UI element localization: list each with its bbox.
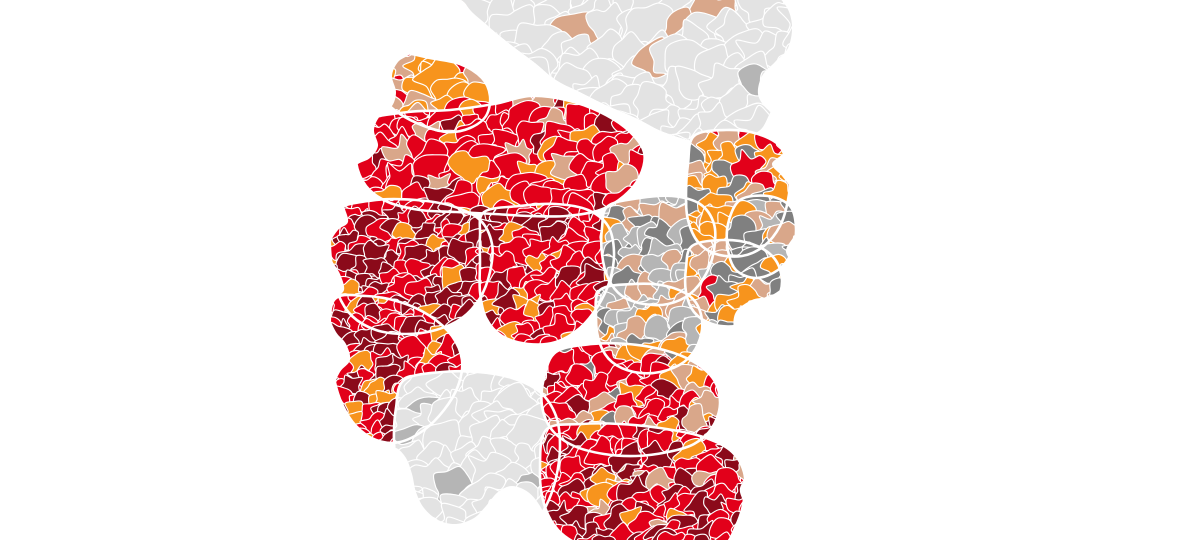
district-area[interactable] — [571, 286, 602, 319]
state-border — [538, 422, 747, 540]
state-border — [599, 194, 717, 307]
district-area[interactable] — [510, 333, 548, 364]
district-area[interactable] — [656, 530, 688, 540]
district-area[interactable] — [738, 494, 768, 521]
region-bayern-sued[interactable] — [501, 388, 779, 540]
district-area[interactable] — [607, 522, 642, 540]
state-border — [725, 194, 798, 280]
state-border — [478, 202, 616, 346]
district-area[interactable] — [715, 319, 743, 349]
district-area[interactable] — [680, 533, 715, 540]
district-area[interactable] — [552, 524, 583, 540]
state-border — [540, 341, 722, 458]
district-area[interactable] — [559, 533, 593, 540]
state-border — [328, 293, 464, 445]
district-area[interactable] — [511, 452, 549, 486]
district-area[interactable] — [712, 531, 743, 540]
district-area[interactable] — [348, 154, 377, 179]
state-border — [684, 128, 792, 258]
district-area[interactable] — [536, 335, 567, 361]
district-area[interactable] — [573, 533, 609, 540]
district-area[interactable] — [695, 315, 724, 345]
district-area[interactable] — [673, 533, 699, 540]
